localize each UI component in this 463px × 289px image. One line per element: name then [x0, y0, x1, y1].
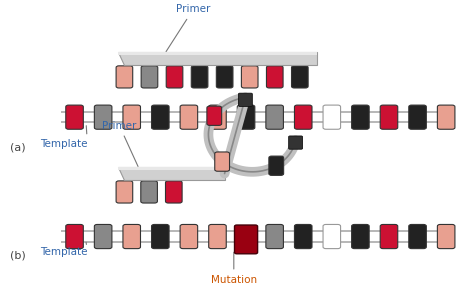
- FancyBboxPatch shape: [235, 225, 257, 254]
- Polygon shape: [119, 52, 317, 65]
- Text: (b): (b): [10, 250, 25, 260]
- FancyBboxPatch shape: [266, 225, 283, 249]
- FancyBboxPatch shape: [94, 225, 112, 249]
- FancyBboxPatch shape: [151, 225, 169, 249]
- Polygon shape: [119, 167, 225, 180]
- FancyBboxPatch shape: [294, 225, 312, 249]
- FancyBboxPatch shape: [351, 105, 369, 129]
- FancyBboxPatch shape: [215, 152, 230, 171]
- FancyBboxPatch shape: [209, 105, 226, 129]
- FancyBboxPatch shape: [180, 225, 198, 249]
- Text: Primer: Primer: [166, 4, 211, 51]
- FancyBboxPatch shape: [216, 66, 233, 88]
- FancyBboxPatch shape: [209, 225, 226, 249]
- FancyBboxPatch shape: [123, 225, 140, 249]
- FancyBboxPatch shape: [191, 66, 208, 88]
- FancyBboxPatch shape: [207, 106, 222, 125]
- FancyBboxPatch shape: [94, 105, 112, 129]
- Polygon shape: [119, 167, 225, 170]
- FancyBboxPatch shape: [380, 225, 398, 249]
- FancyBboxPatch shape: [116, 181, 133, 203]
- FancyBboxPatch shape: [294, 105, 312, 129]
- FancyBboxPatch shape: [438, 105, 455, 129]
- FancyBboxPatch shape: [351, 225, 369, 249]
- FancyBboxPatch shape: [323, 225, 341, 249]
- Text: Template: Template: [40, 242, 88, 257]
- FancyBboxPatch shape: [288, 136, 302, 149]
- FancyBboxPatch shape: [241, 66, 258, 88]
- FancyBboxPatch shape: [438, 225, 455, 249]
- FancyBboxPatch shape: [292, 66, 308, 88]
- FancyBboxPatch shape: [141, 181, 157, 203]
- FancyBboxPatch shape: [269, 156, 284, 175]
- FancyBboxPatch shape: [166, 66, 183, 88]
- FancyBboxPatch shape: [409, 225, 426, 249]
- FancyBboxPatch shape: [66, 225, 83, 249]
- Text: Template: Template: [40, 126, 88, 149]
- FancyBboxPatch shape: [238, 105, 255, 129]
- FancyBboxPatch shape: [266, 105, 283, 129]
- FancyBboxPatch shape: [141, 66, 158, 88]
- FancyBboxPatch shape: [380, 105, 398, 129]
- Text: (a): (a): [10, 142, 25, 152]
- Polygon shape: [119, 52, 317, 55]
- FancyBboxPatch shape: [238, 93, 252, 106]
- FancyBboxPatch shape: [165, 181, 182, 203]
- FancyBboxPatch shape: [151, 105, 169, 129]
- Text: Primer: Primer: [102, 121, 138, 166]
- FancyBboxPatch shape: [409, 105, 426, 129]
- FancyBboxPatch shape: [180, 105, 198, 129]
- FancyBboxPatch shape: [266, 66, 283, 88]
- FancyBboxPatch shape: [323, 105, 341, 129]
- FancyBboxPatch shape: [66, 105, 83, 129]
- FancyBboxPatch shape: [123, 105, 140, 129]
- FancyBboxPatch shape: [116, 66, 133, 88]
- Text: Mutation: Mutation: [211, 252, 257, 285]
